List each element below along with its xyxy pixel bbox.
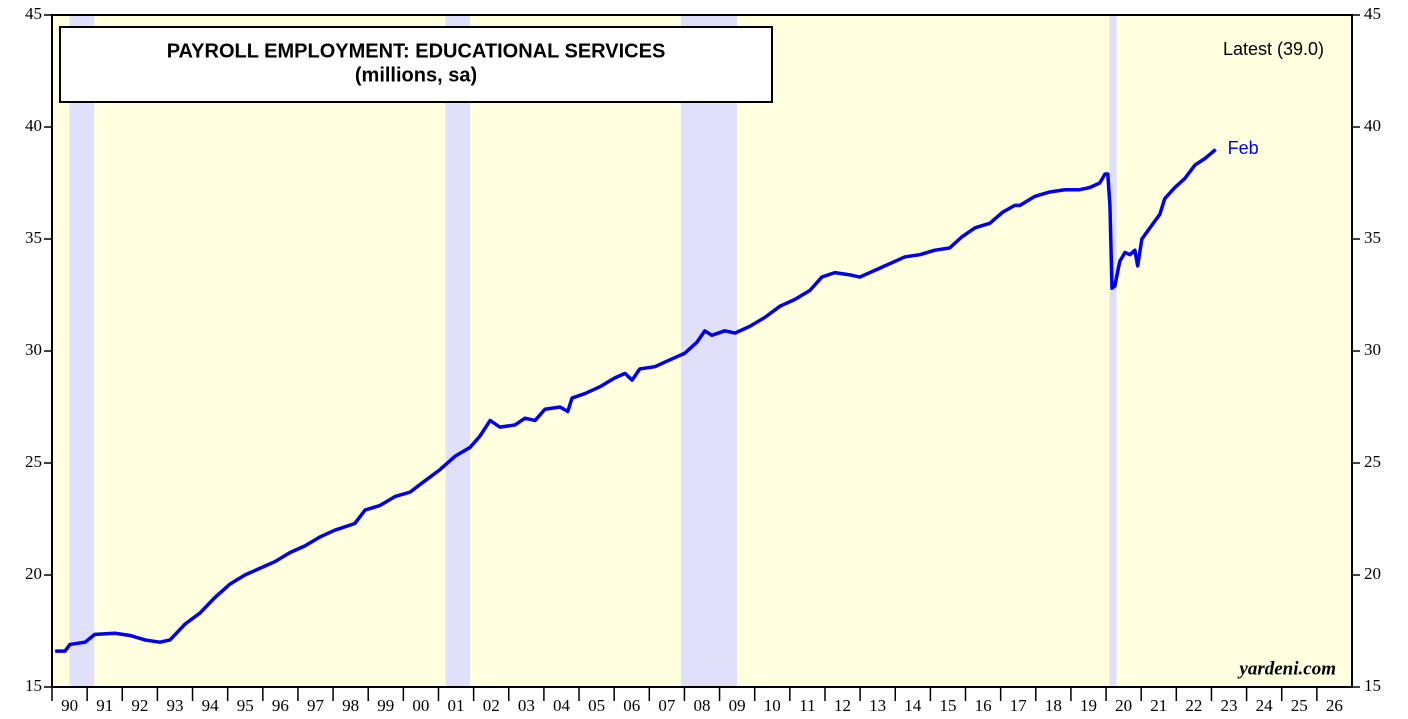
y2-tick-label: 20 (1364, 564, 1381, 583)
recession-band (445, 15, 471, 687)
x-tick-label: 08 (694, 696, 711, 715)
x-tick-label: 90 (61, 696, 78, 715)
x-tick-label: 06 (623, 696, 640, 715)
y2-tick-label: 25 (1364, 452, 1381, 471)
x-tick-label: 25 (1291, 696, 1308, 715)
x-tick-label: 13 (869, 696, 886, 715)
x-tick-label: 21 (1150, 696, 1167, 715)
plot-area (52, 15, 1352, 687)
x-tick-label: 14 (904, 696, 922, 715)
source: yardeni.com (1237, 658, 1336, 679)
x-tick-label: 02 (483, 696, 500, 715)
y2-tick-label: 35 (1364, 228, 1381, 247)
y2-tick-label: 30 (1364, 340, 1381, 359)
x-tick-label: 92 (131, 696, 148, 715)
x-tick-label: 09 (729, 696, 746, 715)
end-label: Feb (1228, 138, 1259, 158)
y-tick-label: 40 (25, 116, 42, 135)
x-tick-label: 16 (975, 696, 992, 715)
x-tick-label: 99 (377, 696, 394, 715)
x-tick-label: 04 (553, 696, 571, 715)
title-box (59, 26, 773, 103)
x-tick-label: 22 (1185, 696, 1202, 715)
x-tick-label: 26 (1326, 696, 1343, 715)
recession-band (680, 15, 738, 687)
x-tick-label: 93 (166, 696, 183, 715)
x-tick-label: 19 (1080, 696, 1097, 715)
x-tick-label: 97 (307, 696, 325, 715)
y2-tick-label: 40 (1364, 116, 1381, 135)
x-tick-label: 11 (799, 696, 815, 715)
y-tick-label: 45 (25, 4, 42, 23)
x-tick-label: 01 (448, 696, 465, 715)
y-tick-label: 30 (25, 340, 42, 359)
x-tick-label: 18 (1045, 696, 1062, 715)
x-tick-label: 05 (588, 696, 605, 715)
recession-band (69, 15, 95, 687)
y2-tick-label: 15 (1364, 676, 1381, 695)
x-tick-label: 20 (1115, 696, 1132, 715)
x-tick-label: 96 (272, 696, 289, 715)
chart-subtitle: (millions, sa) (355, 64, 477, 86)
plot-frame (51, 14, 1353, 688)
y-tick-label: 15 (25, 676, 42, 695)
y-tick-label: 25 (25, 452, 42, 471)
y-tick-label: 20 (25, 564, 42, 583)
x-tick-label: 03 (518, 696, 535, 715)
x-tick-label: 94 (202, 696, 220, 715)
chart-title: PAYROLL EMPLOYMENT: EDUCATIONAL SERVICES (167, 40, 666, 62)
x-tick-label: 91 (96, 696, 113, 715)
x-tick-label: 00 (412, 696, 429, 715)
series-line (55, 148, 1217, 653)
y2-tick-label: 45 (1364, 4, 1381, 23)
x-tick-label: 23 (1221, 696, 1238, 715)
x-tick-label: 07 (658, 696, 676, 715)
x-tick-label: 17 (1010, 696, 1028, 715)
x-tick-label: 10 (764, 696, 781, 715)
x-tick-label: 24 (1256, 696, 1274, 715)
x-tick-label: 12 (834, 696, 851, 715)
x-tick-label: 15 (939, 696, 956, 715)
latest-annotation: Latest (39.0) (1223, 39, 1324, 59)
x-tick-label: 98 (342, 696, 359, 715)
recession-band (1109, 15, 1117, 687)
x-tick-label: 95 (237, 696, 254, 715)
y-tick-label: 35 (25, 228, 42, 247)
